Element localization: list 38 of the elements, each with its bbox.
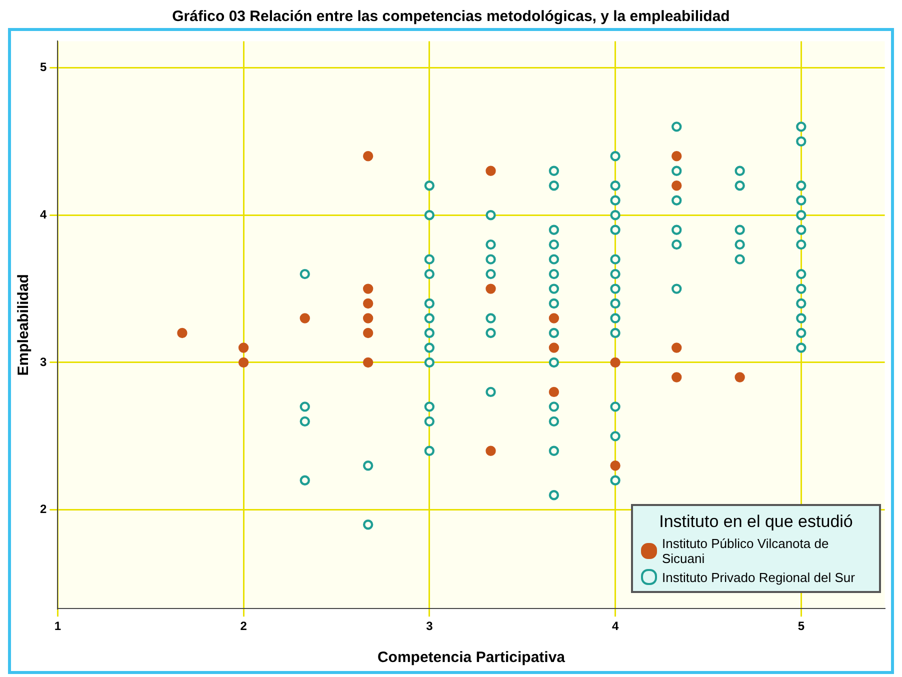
x-tick-label: 1 — [54, 619, 62, 634]
point — [548, 342, 560, 353]
x-tick-label: 4 — [612, 619, 619, 634]
legend-label: Instituto Privado Regional del Sur — [662, 570, 855, 584]
point — [548, 386, 560, 398]
point — [300, 313, 310, 324]
point — [362, 313, 374, 324]
point — [486, 166, 496, 176]
point — [610, 357, 620, 368]
point — [672, 180, 682, 191]
y-tick-label: 2 — [40, 502, 47, 516]
point — [486, 446, 496, 456]
legend-title: Instituto en el que estudió — [658, 512, 854, 532]
point — [177, 328, 188, 338]
point — [238, 357, 249, 368]
point — [362, 151, 374, 162]
y-tick-label: 3 — [40, 354, 47, 369]
point — [548, 313, 560, 324]
point — [610, 460, 620, 471]
y-axis-title: Empleabilidad — [15, 274, 32, 376]
point — [734, 372, 745, 382]
point — [672, 372, 682, 382]
point — [362, 357, 374, 368]
legend-label: Instituto Público Vilcanota de Sicuani — [662, 536, 830, 566]
chart-title: Gráfico 03 Relación entre las competencias metodológicas, y la empleabilidad — [171, 8, 731, 27]
x-tick-label: 3 — [426, 619, 434, 634]
x-tick-label: 5 — [798, 619, 805, 634]
y-tick-label: 5 — [40, 60, 47, 74]
point — [238, 342, 249, 353]
y-tick-label: 4 — [40, 207, 47, 222]
point — [362, 284, 374, 294]
point — [672, 151, 682, 162]
point — [486, 284, 496, 294]
x-axis-title: Competencia Participativa — [377, 649, 566, 666]
point — [362, 328, 374, 338]
point — [362, 298, 374, 309]
x-tick-label: 2 — [240, 619, 248, 634]
point — [672, 342, 682, 353]
